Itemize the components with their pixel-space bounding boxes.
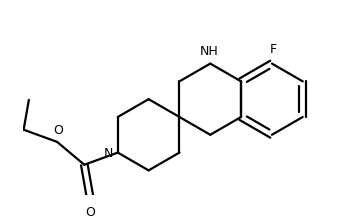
Text: NH: NH [200, 45, 218, 58]
Text: O: O [86, 206, 96, 218]
Text: N: N [104, 147, 113, 160]
Text: F: F [269, 43, 277, 56]
Text: O: O [53, 124, 63, 137]
